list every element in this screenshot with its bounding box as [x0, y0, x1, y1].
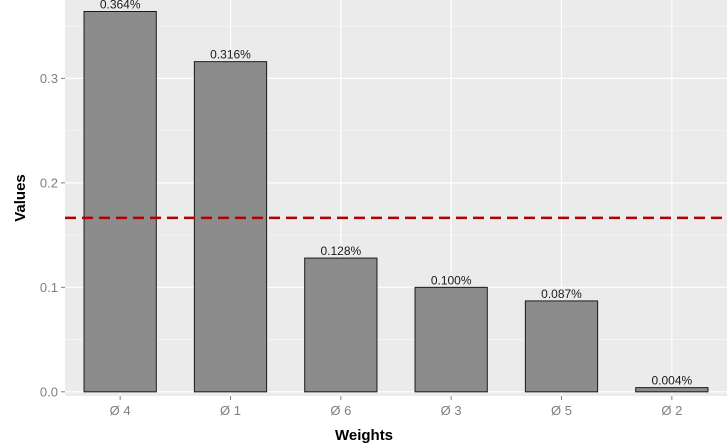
y-axis: 0.0 0.1 0.2 0.3 [40, 71, 65, 399]
minor-gridlines [65, 25, 727, 340]
y-tick-label: 0.1 [40, 280, 58, 295]
x-tick-label: Ø 2 [661, 403, 682, 418]
bar [83, 10, 157, 393]
x-tick-label: Ø 6 [330, 403, 351, 418]
y-tick-label: 0.3 [40, 71, 58, 86]
plot-panel [65, 0, 727, 396]
data-label: 0.364% [100, 0, 141, 11]
y-tick-label: 0.0 [40, 384, 58, 399]
bar [414, 286, 488, 393]
x-tick-label: Ø 5 [551, 403, 572, 418]
data-label: 0.316% [210, 48, 251, 62]
x-tick-label: Ø 3 [441, 403, 462, 418]
data-label: 0.004% [651, 374, 692, 388]
x-tick-label: Ø 1 [220, 403, 241, 418]
bar [304, 257, 378, 393]
data-label: 0.128% [320, 244, 361, 258]
x-axis: Ø 4 Ø 1 Ø 6 Ø 3 Ø 5 Ø 2 [110, 396, 682, 418]
y-tick-label: 0.2 [40, 175, 58, 190]
x-tick-label: Ø 4 [110, 403, 131, 418]
x-axis-title: Weights [335, 427, 393, 444]
y-axis-title: Values [12, 174, 29, 222]
data-label: 0.087% [541, 287, 582, 301]
bars [83, 10, 709, 393]
bar [193, 61, 268, 393]
data-label: 0.100% [431, 273, 472, 287]
bar [635, 387, 709, 393]
data-labels: 0.364% 0.316% 0.128% 0.100% 0.087% 0.004% [100, 0, 693, 388]
bar [524, 300, 599, 393]
